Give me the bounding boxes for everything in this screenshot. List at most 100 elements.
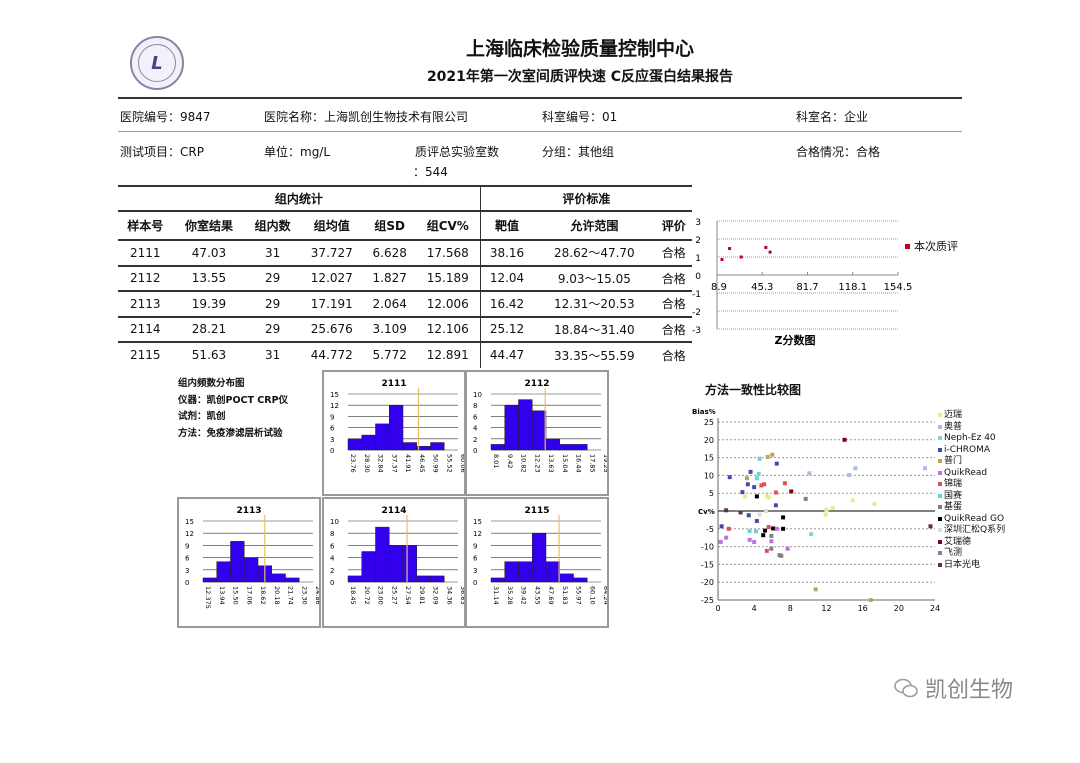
divider [118,97,962,99]
pass-status: 合格情况：合格 [796,145,881,159]
x-tick-label: 16 [858,604,868,613]
method-point [743,494,748,499]
method-point [773,503,778,508]
y-tick-label: 3 [473,567,477,575]
histogram-title: 2112 [524,379,549,389]
legend-swatch [938,470,942,475]
method-point [719,524,724,529]
bin-label: 12.375 [204,586,212,609]
report-title: 上海临床检验质量控制中心 [465,38,694,60]
bin-label: 20.18 [273,586,281,605]
table-cell: 17.568 [415,240,481,267]
y-tick-label: 15 [704,454,714,463]
table-cell: 12.04 [480,265,534,292]
y-tick-label: 2 [695,236,701,246]
total-labs-label: 质评总实验室数 [415,145,500,159]
y-tick-label: 3 [185,567,189,575]
bin-label: 20.72 [363,586,371,605]
legend-swatch [938,516,942,521]
method-point [752,485,757,490]
bin-label: 16.44 [575,454,583,473]
y-tick-label: 8 [330,530,334,538]
legend-swatch [938,539,942,544]
bin-label: 19.25 [602,454,607,473]
column-header: 允许范围 [533,211,656,241]
legend-swatch [938,562,942,567]
table-cell: 合格 [655,316,692,343]
method-point [756,471,761,476]
method-point [847,473,852,478]
table-cell: 12.106 [415,316,481,343]
table-cell: 51.63 [191,348,227,363]
bin-label: 23.76 [349,454,357,473]
histogram-bar [559,573,574,583]
method-point [748,469,753,474]
criteria-header: 评价标准 [480,187,692,212]
bin-label: 60.06 [459,454,464,473]
histogram-2112: 2112 10 8 6 4 2 0 8.01 9.42 10.82 12.23 13.63 15.04 1… [465,370,609,496]
y-tick-label: 3 [695,218,701,228]
total-labs-value: ：544 [413,165,448,179]
method-point [813,587,818,592]
bin-label: 31.14 [492,586,500,605]
bin-label: 64.24 [602,586,607,605]
y-tick-label: 0 [695,272,701,282]
column-header: 样本号 [118,211,173,241]
y-tick-label: 0 [330,579,334,587]
notes-instrument: 仪器：凯创POCT CRP仪 [178,394,289,406]
method-point [781,515,786,520]
bin-label: 41.91 [404,454,412,473]
legend-swatch [938,424,942,429]
method-point [824,507,829,512]
method-point [769,533,774,538]
y-tick-label: 6 [330,425,335,433]
legend-swatch [938,447,942,452]
method-point [744,476,749,481]
y-tick-label: 5 [709,489,714,498]
table-cell: 25.12 [480,316,534,343]
bin-label: 10.82 [520,454,528,473]
z-chart-legend: 本次质评 [905,238,958,254]
table-cell: 12.006 [415,291,481,318]
bin-label: 43.55 [533,586,541,605]
table-cell: 合格 [655,265,692,292]
legend-swatch [938,528,942,532]
method-point [757,512,762,517]
bin-label: 28.30 [363,454,371,473]
histogram-bar [389,404,404,451]
histogram-2113: 2113 15 12 9 6 3 0 12.375 13.94 15.50 17.06 18.62 20… [177,497,321,628]
hospital-name: 医院名称：上海凯创生物技术有限公司 [264,110,469,124]
legend-swatch [905,243,910,249]
method-point [747,528,752,533]
legend-item: 飞测 [938,548,1010,560]
y-tick-label: 0 [185,579,189,587]
y-tick-label: 15 [185,518,194,526]
method-point [923,466,928,471]
histogram-title: 2111 [381,379,406,389]
legend-label: QuikRead GO [944,513,1005,524]
method-point [724,535,729,540]
bin-label: 23.00 [377,586,385,605]
bin-label: 34.36 [445,586,453,605]
unit: 单位：mg/L [264,145,331,159]
method-legend: 迈瑞 奥普 Neph-Ez 40 i-CHROMA 普门 QuikRead 锦瑞 国赛 基蛋 Qu… [938,410,1010,571]
method-point [830,506,835,511]
histogram-title: 2114 [381,506,406,516]
y-tick-label: 3 [330,436,334,444]
column-header: 组内数 [245,211,300,241]
histogram-bar [389,545,404,583]
x-tick-label: 0 [715,604,720,613]
legend-item: Neph-Ez 40 [938,433,1010,445]
table-cell: 31 [265,348,281,363]
bin-label: 8.01 [492,454,500,468]
results-table: 组内统计 评价标准 样本号 你室结果 组内数 组均值 组SD 组CV% 靶值 允许范围 评价 2… [118,187,692,368]
column-header: 组CV% [415,211,481,241]
x-tick-label: 12 [821,604,831,613]
legend-label: 艾瑞德 [944,536,972,547]
method-point [761,533,766,538]
legend-label: 日本光电 [944,559,981,570]
table-top-rule [118,185,692,187]
z-chart-title: Z分数图 [775,333,816,347]
method-point [785,546,790,551]
column-header: 组均值 [299,211,364,241]
